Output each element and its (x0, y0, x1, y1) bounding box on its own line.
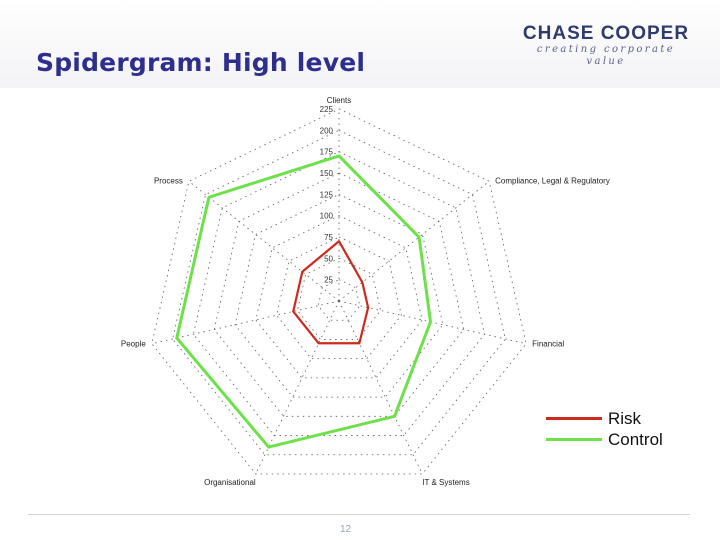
spoke-1 (338, 180, 490, 302)
footer-divider (28, 514, 690, 515)
category-label-process: Process (154, 176, 183, 185)
tick-label-75: 75 (324, 233, 333, 242)
category-label-people: People (121, 340, 146, 349)
spoke-6 (188, 180, 340, 302)
tick-label-100: 100 (320, 212, 334, 221)
category-label-financial: Financial (532, 340, 564, 349)
header-bar (0, 0, 720, 88)
tick-label-50: 50 (324, 254, 333, 263)
tick-label-225: 225 (320, 105, 334, 114)
legend-swatch-risk (546, 417, 602, 420)
series-control (175, 154, 433, 449)
logo-tagline: creating corporate value (536, 44, 676, 67)
grid-ring-100 (255, 215, 423, 379)
spoke-3 (338, 300, 423, 475)
legend-swatch-control (546, 438, 602, 441)
tick-label-25: 25 (324, 276, 333, 285)
grid-ring-225 (151, 108, 527, 475)
legend-label-risk: Risk (608, 408, 642, 428)
category-label-organisational: Organisational (204, 478, 256, 487)
series-risk (292, 240, 370, 345)
grid-ring-175 (192, 151, 486, 436)
category-label-compliance-legal-regulatory: Compliance, Legal & Regulatory (495, 176, 610, 185)
spoke-4 (255, 300, 340, 475)
logo-name: CHASE COOPER (522, 23, 690, 44)
legend-item-control: Control (546, 429, 663, 450)
spoke-2 (338, 300, 527, 345)
grid-ring-200 (172, 129, 506, 456)
spoke-5 (151, 300, 340, 345)
chart-legend: Risk Control (546, 408, 663, 450)
category-label-clients: Clients (327, 96, 351, 105)
slide-title: Spidergram: High level (36, 48, 366, 77)
category-label-it-systems: IT & Systems (422, 478, 469, 487)
legend-item-risk: Risk (546, 408, 663, 429)
grid-ring-50 (296, 257, 382, 340)
tick-label-125: 125 (320, 190, 334, 199)
tick-label-175: 175 (320, 148, 334, 157)
page-number: 12 (340, 524, 352, 535)
company-logo: CHASE COOPER creating corporate value (516, 24, 696, 68)
tick-label-200: 200 (320, 126, 334, 135)
legend-label-control: Control (608, 429, 663, 449)
grid-ring-125 (234, 193, 444, 398)
tick-label-150: 150 (320, 169, 334, 178)
